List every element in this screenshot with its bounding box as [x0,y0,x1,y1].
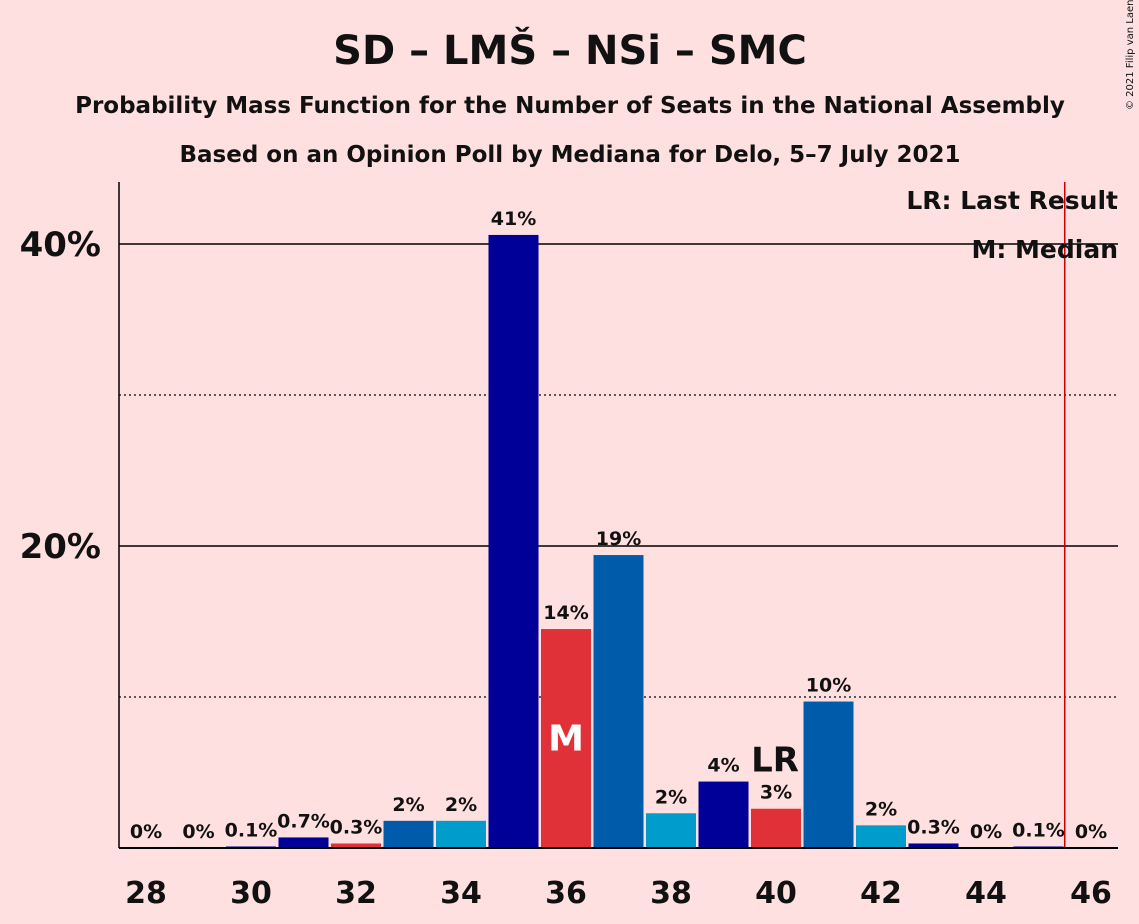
bar-value-label: 41% [491,208,536,230]
bar-value-label: 2% [655,786,687,808]
bar [278,837,329,848]
bar [383,820,434,848]
bar [541,629,591,848]
legend-median: M: Median [971,235,1118,264]
bar [593,555,644,848]
bar-value-label: 14% [543,602,588,624]
bar-value-label: 10% [806,675,851,697]
bar-value-label: 0% [182,821,214,843]
chart-title: SD – LMŠ – NSi – SMC [333,26,807,74]
x-tick-label: 38 [650,876,692,911]
legend-last-result: LR: Last Result [906,186,1118,215]
bar-value-label: 2% [445,794,477,816]
median-marker: M [548,719,584,760]
x-tick-label: 34 [440,876,482,911]
bar-value-label: 0% [130,821,162,843]
bar-value-label: 0.3% [330,816,383,838]
bar-value-label: 0.3% [907,816,960,838]
bar-value-label: 0.1% [1012,819,1065,841]
x-tick-label: 32 [335,876,377,911]
bar-value-label: 0% [1075,821,1107,843]
bar-value-label: 4% [707,755,739,777]
bar-value-label: 2% [865,798,897,820]
bar [436,820,486,848]
bar [856,825,906,848]
x-tick-label: 40 [755,876,797,911]
x-tick-label: 46 [1070,876,1112,911]
bar-value-label: 0.1% [225,819,278,841]
bar-value-label: 0% [970,821,1002,843]
bar-value-label: 19% [596,528,641,550]
copyright-text: © 2021 Filip van Laenen [1125,0,1136,110]
bar [698,781,749,848]
bar [803,701,854,848]
y-tick-label: 20% [20,527,101,567]
y-tick-label: 40% [20,225,101,265]
bar-value-label: 0.7% [277,810,330,832]
bar [488,234,539,848]
x-tick-label: 28 [125,876,167,911]
bar [646,813,696,848]
bar [751,808,801,848]
x-tick-label: 36 [545,876,587,911]
bar [908,843,959,848]
chart-subtitle: Probability Mass Function for the Number… [75,93,1065,119]
bar-value-label: 2% [392,794,424,816]
x-tick-label: 30 [230,876,272,911]
chart-subtitle-source: Based on an Opinion Poll by Mediana for … [179,142,960,168]
bar-value-label: 3% [760,782,792,804]
x-tick-label: 44 [965,876,1007,911]
x-tick-label: 42 [860,876,902,911]
last-result-marker: LR [751,741,799,781]
bar [331,843,381,848]
